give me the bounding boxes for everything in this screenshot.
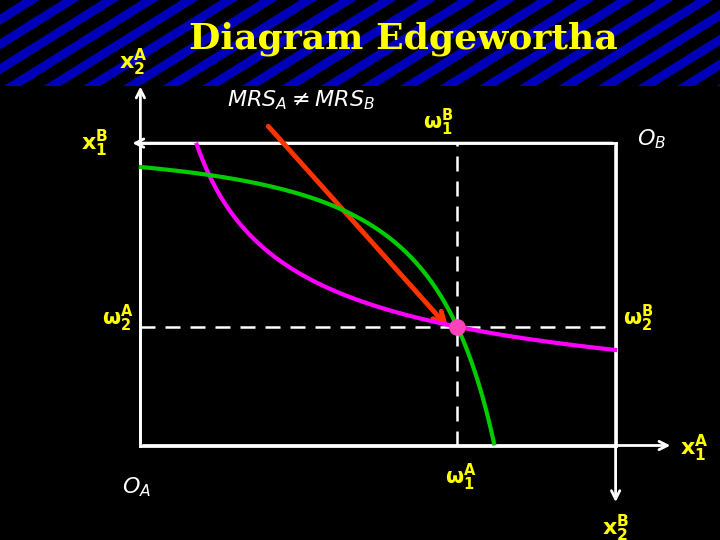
Text: $\mathbf{\omega_2^A}$: $\mathbf{\omega_2^A}$: [102, 303, 133, 334]
Polygon shape: [0, 0, 101, 86]
Text: $O_B$: $O_B$: [637, 127, 667, 151]
Text: $\mathit{MRS_A}$$\neq$$\mathit{MRS_B}$: $\mathit{MRS_A}$$\neq$$\mathit{MRS_B}$: [227, 88, 374, 112]
Text: $\mathbf{x_1^B}$: $\mathbf{x_1^B}$: [81, 127, 108, 159]
Polygon shape: [457, 0, 616, 86]
Polygon shape: [22, 0, 180, 86]
Polygon shape: [299, 0, 457, 86]
Text: $\mathbf{\omega_1^A}$: $\mathbf{\omega_1^A}$: [445, 462, 477, 493]
Text: $O_A$: $O_A$: [122, 475, 151, 499]
Text: $\mathbf{\omega_1^B}$: $\mathbf{\omega_1^B}$: [423, 106, 454, 138]
Text: $\mathbf{\omega_2^B}$: $\mathbf{\omega_2^B}$: [623, 303, 653, 334]
Text: $\mathbf{x_1^A}$: $\mathbf{x_1^A}$: [680, 433, 709, 464]
Polygon shape: [616, 0, 720, 86]
Text: Diagram Edgewortha: Diagram Edgewortha: [189, 22, 618, 56]
Polygon shape: [259, 0, 418, 86]
Polygon shape: [695, 0, 720, 86]
Polygon shape: [0, 0, 140, 86]
Polygon shape: [0, 0, 22, 86]
Text: $\mathbf{x_2^A}$: $\mathbf{x_2^A}$: [119, 47, 148, 78]
Polygon shape: [338, 0, 497, 86]
Polygon shape: [101, 0, 259, 86]
Polygon shape: [655, 0, 720, 86]
Text: $\mathbf{x_2^B}$: $\mathbf{x_2^B}$: [602, 513, 629, 540]
Polygon shape: [0, 0, 61, 86]
Polygon shape: [61, 0, 220, 86]
Bar: [0, 0, 720, 86]
Polygon shape: [418, 0, 576, 86]
Polygon shape: [576, 0, 720, 86]
Polygon shape: [140, 0, 299, 86]
Polygon shape: [180, 0, 338, 86]
Polygon shape: [536, 0, 695, 86]
Polygon shape: [220, 0, 378, 86]
Polygon shape: [378, 0, 536, 86]
Polygon shape: [497, 0, 655, 86]
